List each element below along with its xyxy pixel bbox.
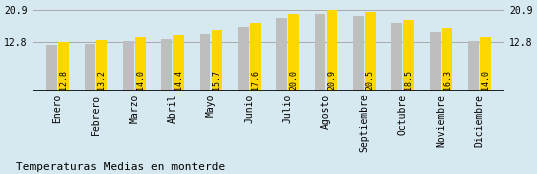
Text: 15.7: 15.7: [213, 70, 221, 90]
Bar: [442, 28, 453, 91]
Text: 18.5: 18.5: [404, 70, 413, 90]
Bar: [46, 45, 57, 91]
Bar: [365, 12, 376, 91]
Bar: [173, 35, 184, 91]
Bar: [97, 40, 107, 91]
Text: 12.8: 12.8: [59, 70, 68, 90]
Text: 16.3: 16.3: [442, 70, 452, 90]
Text: 14.4: 14.4: [174, 70, 183, 90]
Bar: [238, 27, 249, 91]
Bar: [430, 32, 440, 91]
Bar: [212, 30, 222, 91]
Bar: [391, 23, 402, 91]
Bar: [403, 20, 414, 91]
Text: 14.0: 14.0: [136, 70, 144, 90]
Bar: [135, 37, 146, 91]
Text: 13.2: 13.2: [97, 70, 106, 90]
Bar: [250, 23, 260, 91]
Bar: [58, 42, 69, 91]
Bar: [468, 41, 479, 91]
Bar: [200, 34, 211, 91]
Bar: [161, 39, 172, 91]
Bar: [123, 41, 134, 91]
Bar: [84, 44, 95, 91]
Text: 14.0: 14.0: [481, 70, 490, 90]
Text: 20.9: 20.9: [328, 70, 337, 90]
Bar: [326, 10, 337, 91]
Text: 20.0: 20.0: [289, 70, 298, 90]
Bar: [480, 37, 491, 91]
Bar: [277, 18, 287, 91]
Bar: [288, 14, 299, 91]
Text: 17.6: 17.6: [251, 70, 260, 90]
Bar: [353, 16, 364, 91]
Bar: [315, 14, 325, 91]
Text: Temperaturas Medias en monterde: Temperaturas Medias en monterde: [16, 162, 226, 172]
Text: 20.5: 20.5: [366, 70, 375, 90]
